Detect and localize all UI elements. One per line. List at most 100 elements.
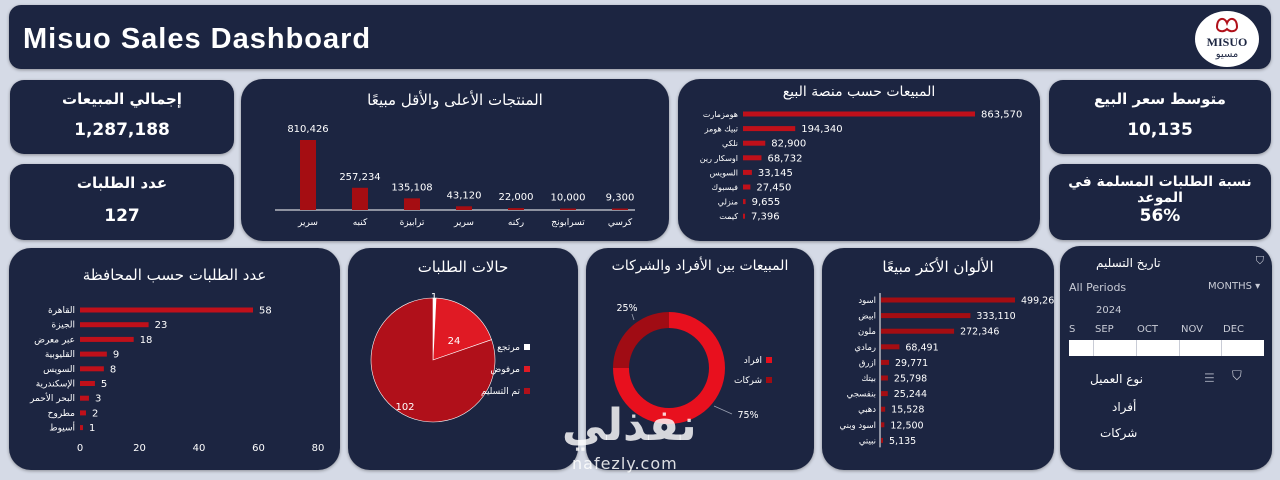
colors-chart-card: الألوان الأكثر مبيعًا اسود 499,265 ابيض 333… — [822, 248, 1054, 470]
watermark-text: نفذلي — [562, 400, 697, 451]
chart-title: عدد الطلبات حسب المحافظة — [82, 266, 267, 284]
data-label: 23 — [155, 320, 168, 331]
data-label: 58 — [259, 306, 272, 317]
category-label: منزلي — [718, 198, 738, 207]
kpi-orders: عدد الطلبات 127 — [10, 164, 234, 240]
chart-bar — [743, 169, 752, 175]
timeline-cell[interactable] — [1094, 340, 1137, 356]
leader-line — [631, 313, 635, 321]
data-label: 863,570 — [981, 110, 1022, 121]
kpi-value: 127 — [104, 206, 140, 226]
kpi-value: 10,135 — [1127, 120, 1193, 140]
watermark-url: nafezly.com — [572, 454, 678, 473]
category-label: القاهرة — [48, 306, 75, 316]
chart-bar — [560, 208, 576, 210]
chart-title: حالات الطلبات — [417, 258, 509, 276]
data-label: 499,265 — [1021, 296, 1054, 307]
data-label: 3 — [95, 394, 101, 405]
data-label: 5,135 — [889, 436, 916, 447]
slicer-option-individuals[interactable]: أفراد — [1112, 400, 1137, 414]
category-label: السويس — [43, 365, 75, 375]
chart-bar — [743, 155, 762, 161]
category-label: القليوبية — [45, 350, 75, 360]
multi-select-icon[interactable]: ☰ — [1204, 371, 1215, 385]
month-label-nov: NOV — [1181, 324, 1204, 335]
timeline-cell[interactable] — [1222, 340, 1264, 356]
category-label: اسود وبني — [840, 421, 876, 431]
timeline-cell[interactable] — [1180, 340, 1223, 356]
month-label-s: S — [1069, 324, 1076, 335]
logo-arabic: مسيو — [1215, 49, 1239, 60]
timeline-cell[interactable] — [1137, 340, 1180, 356]
data-label: 810,426 — [287, 124, 328, 135]
products-chart: 810,426 سرير 257,234 كنبه 135,108 ترابيزة 43,1… — [275, 124, 635, 228]
data-label: 33,145 — [758, 168, 793, 179]
period-selector[interactable]: All Periods — [1069, 281, 1127, 294]
chart-title: الألوان الأكثر مبيعًا — [882, 258, 994, 276]
data-label: 272,346 — [960, 327, 999, 338]
timeline-unit-dropdown[interactable]: MONTHS ▾ — [1208, 281, 1261, 292]
kpi-value: 1,287,188 — [74, 120, 170, 140]
chart-bar — [404, 198, 420, 210]
category-label: أسيوط — [49, 422, 75, 434]
category-label: اوسكار رين — [700, 154, 738, 163]
chart-bar — [612, 208, 628, 210]
timeline-year: 2024 — [1096, 305, 1122, 316]
category-label: سرير — [297, 218, 318, 228]
chart-bar — [300, 140, 316, 210]
clear-filter-icon[interactable]: ⛉ — [1255, 254, 1264, 267]
donut-slice — [613, 312, 669, 368]
platforms-chart-card: المبيعات حسب منصة البيع هومزمارت 863,570 ت… — [678, 79, 1040, 241]
category-label: الجيزة — [52, 321, 75, 331]
category-label: عبر معرض — [34, 335, 75, 345]
chart-bar — [80, 351, 107, 357]
data-label: 5 — [101, 379, 107, 390]
kpi-ontime-rate: نسبة الطلبات المسلمة في الموعد 56% — [1049, 164, 1271, 240]
chart-bar — [881, 359, 889, 365]
legend-swatch — [524, 366, 530, 372]
chart-bar — [352, 187, 368, 210]
slicer-option-companies[interactable]: شركات — [1100, 426, 1138, 440]
data-label: 43,120 — [447, 190, 482, 201]
x-tick-label: 0 — [77, 443, 83, 454]
category-label: السويس — [710, 168, 738, 177]
clear-slicer-icon[interactable]: ⛉ — [1232, 369, 1242, 384]
category-label: ابيض — [858, 312, 876, 322]
kpi-total-sales: إجمالي المبيعات 1,287,188 — [10, 80, 234, 154]
legend-label: شركات — [734, 376, 762, 386]
category-label: تسرابونج — [551, 218, 585, 228]
x-tick-label: 60 — [252, 443, 265, 454]
chart-bar — [80, 322, 149, 328]
kpi-avg-price: متوسط سعر البيع 10,135 — [1049, 80, 1271, 154]
category-label: البحر الأحمر — [29, 392, 75, 404]
data-label: 68,732 — [767, 153, 802, 164]
chart-bar — [743, 199, 746, 205]
data-label: 75% — [737, 410, 758, 421]
chart-bar — [881, 422, 885, 428]
legend-label: تم التسليم — [481, 387, 521, 397]
kpi-value: 56% — [1139, 206, 1181, 226]
category-label: هومزمارت — [703, 110, 738, 119]
timeline-cell[interactable] — [1069, 340, 1094, 356]
category-label: بيتك — [861, 374, 876, 384]
data-label: 333,110 — [976, 311, 1015, 322]
chart-title: المبيعات حسب منصة البيع — [782, 84, 936, 100]
chart-bar — [743, 126, 796, 132]
data-label: 22,000 — [499, 192, 534, 203]
data-label: 9,655 — [752, 197, 781, 208]
chart-bar — [80, 410, 86, 416]
timeline-bar[interactable] — [1069, 340, 1264, 356]
x-tick-label: 40 — [193, 443, 206, 454]
chart-bar — [456, 206, 472, 210]
chart-bar — [881, 313, 971, 319]
category-label: رمادي — [854, 343, 876, 353]
chart-bar — [881, 391, 888, 397]
month-label-dec: DEC — [1223, 324, 1245, 335]
data-label: 24 — [448, 336, 461, 347]
category-label: تبيك هومز — [704, 125, 738, 134]
data-label: 10,000 — [551, 193, 586, 204]
misuo-logo: MISUO مسيو — [1195, 11, 1259, 67]
data-label: 25,244 — [894, 389, 927, 400]
kpi-label: إجمالي المبيعات — [62, 90, 182, 108]
header-bar: Misuo Sales Dashboard MISUO مسيو — [9, 5, 1271, 69]
